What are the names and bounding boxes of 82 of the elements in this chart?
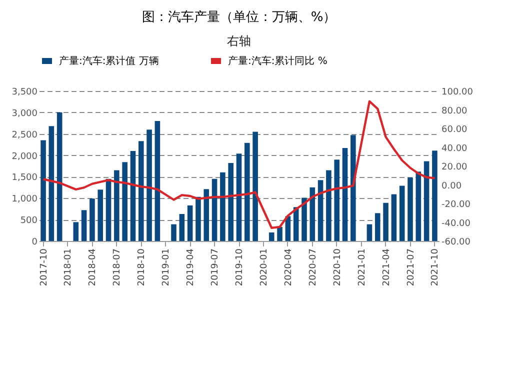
bar <box>391 194 397 241</box>
x-tick-label: 2021-04 <box>382 248 392 286</box>
x-tick-label: 2020-01 <box>259 248 270 286</box>
bar <box>48 126 54 241</box>
y2-tick-label: 80.00 <box>442 106 468 116</box>
x-tick-label: 2018-04 <box>88 248 98 286</box>
line-series <box>42 100 436 229</box>
y2-tick-label: 40.00 <box>442 144 468 154</box>
x-tick-label: 2018-10 <box>137 248 148 286</box>
y2-tick-label: -20.00 <box>442 200 471 210</box>
bar <box>56 112 62 241</box>
y2-tick-label: 0.00 <box>442 181 462 192</box>
bar <box>114 170 120 241</box>
bar <box>424 161 430 241</box>
chart-title: 图：汽车产量（单位：万辆、%） <box>142 10 336 25</box>
bar <box>154 121 160 241</box>
bar <box>318 180 324 241</box>
legend-label: 产量:汽车:累计值 万辆 <box>59 55 159 67</box>
y-tick-label: 1,500 <box>12 173 38 184</box>
x-tick-label: 2021-10 <box>430 248 441 286</box>
y-tick-label: 2,500 <box>12 130 38 140</box>
bar <box>408 178 413 241</box>
bar <box>138 141 144 241</box>
y2-tick-label: -40.00 <box>442 218 471 229</box>
bar <box>432 150 438 241</box>
bar <box>310 187 316 241</box>
x-tick-label: 2019-01 <box>162 248 172 286</box>
bar <box>204 189 210 241</box>
x-tick-label: 2017-10 <box>39 248 50 286</box>
x-tick-label: 2020-10 <box>332 248 343 286</box>
bar <box>342 148 348 241</box>
bar <box>277 226 282 241</box>
y-tick-label: 1,000 <box>12 194 38 205</box>
bar <box>81 210 87 241</box>
bar <box>220 172 226 241</box>
bar <box>179 214 185 241</box>
y-tick-label: 3,000 <box>12 108 38 119</box>
bar <box>399 186 405 241</box>
y-tick-label: 500 <box>20 216 38 226</box>
bar <box>366 224 372 241</box>
bar <box>90 198 95 241</box>
x-tick-label: 2018-07 <box>112 248 123 286</box>
x-tick-label: 2019-10 <box>235 248 245 286</box>
x-tick-label: 2019-07 <box>210 248 221 286</box>
legend-label: 产量:汽车:累计同比 % <box>228 55 328 67</box>
y2-tick-label: 20.00 <box>442 162 468 172</box>
bar <box>40 140 46 241</box>
x-tick-label: 2018-01 <box>64 248 74 286</box>
x-tick-label: 2021-07 <box>406 248 416 286</box>
bar <box>187 205 193 241</box>
bar <box>212 178 218 241</box>
bar <box>73 222 79 241</box>
y2-tick-label: 60.00 <box>442 125 468 135</box>
bar <box>196 196 201 241</box>
bar <box>146 130 152 241</box>
bar <box>350 135 356 241</box>
bar <box>326 170 332 241</box>
bar <box>171 224 176 241</box>
y2-tick-label: -60.00 <box>442 238 471 248</box>
x-tick-label: 2019-04 <box>186 248 196 286</box>
bar <box>244 142 250 241</box>
bar <box>122 162 128 241</box>
y-tick-label: 2,000 <box>12 152 38 162</box>
bar <box>268 232 274 241</box>
bar <box>98 190 104 241</box>
bar <box>374 213 380 241</box>
bar <box>302 198 307 241</box>
y-tick-label: 0 <box>32 238 38 248</box>
y-tick-label: 3,500 <box>12 88 38 98</box>
bar <box>236 154 242 241</box>
bar <box>252 132 258 241</box>
bar <box>416 172 422 241</box>
y2-tick-label: 100.00 <box>442 88 474 98</box>
x-tick-label: 2021-01 <box>357 248 368 286</box>
bar <box>106 178 112 241</box>
bar <box>130 151 136 241</box>
bar <box>383 202 388 241</box>
chart-subtitle: 右轴 <box>227 34 251 48</box>
bar <box>228 163 234 241</box>
x-tick-label: 2020-07 <box>308 248 318 286</box>
bar <box>334 160 340 241</box>
x-tick-label: 2020-04 <box>284 248 294 286</box>
